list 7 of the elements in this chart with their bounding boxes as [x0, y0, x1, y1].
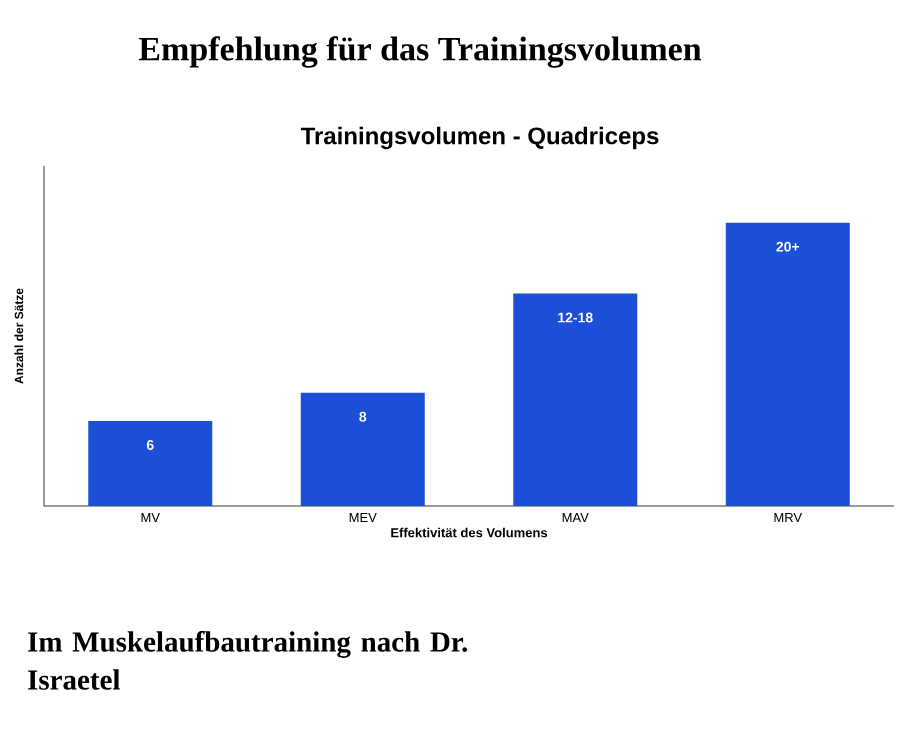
- chart-title: Empfehlung für das Trainingsvolumen: [138, 36, 702, 68]
- bar: [88, 420, 213, 506]
- chart-subtitle: Trainingsvolumen - Quadriceps: [300, 126, 659, 150]
- bar: [300, 392, 425, 506]
- text: Im Muskelaufbautraining nach Dr. Israetel: [28, 631, 468, 690]
- bar: [725, 222, 850, 506]
- bar: [513, 293, 638, 506]
